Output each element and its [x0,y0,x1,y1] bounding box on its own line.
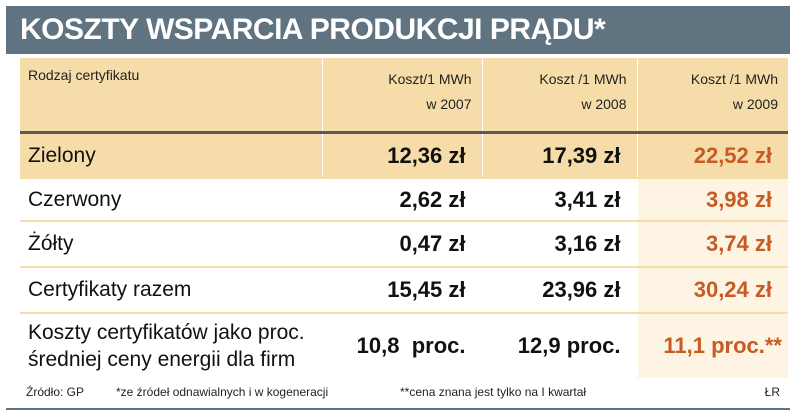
cell-2007: 10,8 proc. [321,313,482,378]
cell-2009: 11,1 proc.** [636,313,788,378]
row-label: Zielony [20,132,322,179]
cell-2008: 12,9 proc. [481,313,637,378]
header-cost-2007-line2: w 2007 [426,96,472,112]
row-label-line1: Koszty certyfikatów jako proc. [28,321,305,344]
header-cost-2007: Koszt/1 MWh w 2007 [321,58,482,134]
cell-2009: 3,74 zł [636,221,788,268]
header-cost-2008-line2: w 2008 [581,96,627,112]
cell-2009: 22,52 zł [636,132,788,179]
table-row: Zielony 12,36 zł 17,39 zł 22,52 zł [20,132,788,179]
cell-2007: 2,62 zł [321,178,482,222]
cell-2009: 3,98 zł [636,178,788,222]
header-certificate-type: Rodzaj certyfikatu [20,58,322,134]
cell-2008: 23,96 zł [481,267,637,314]
cell-2009: 30,24 zł [636,267,788,314]
table-row: Czerwony 2,62 zł 3,41 zł 3,98 zł [20,178,788,222]
source-note: Źródło: GP [26,385,85,399]
cell-2008: 3,16 zł [481,221,637,268]
author-initials: ŁR [764,385,780,399]
header-row: Rodzaj certyfikatu Koszt/1 MWh w 2007 Ko… [20,58,788,134]
table-row: Żółty 0,47 zł 3,16 zł 3,74 zł [20,221,788,268]
footnote-price-q1: **cena znana jest tylko na I kwartał [400,385,587,399]
row-label: Czerwony [20,178,322,222]
row-label: Certyfikaty razem [20,267,322,314]
header-cost-2009-line2: w 2009 [732,96,778,112]
cell-2007: 12,36 zł [321,132,482,179]
footer: Źródło: GP *ze źródeł odnawialnych i w k… [20,381,788,403]
header-cost-2008: Koszt /1 MWh w 2008 [481,58,637,134]
header-cost-2007-line1: Koszt/1 MWh [388,71,472,87]
cell-2007: 15,45 zł [321,267,482,314]
table-row: Koszty certyfikatów jako proc. średniej … [20,313,788,378]
cell-2007: 0,47 zł [321,221,482,268]
header-cost-2008-line1: Koszt /1 MWh [539,71,627,87]
header-cost-2009-line1: Koszt /1 MWh [690,71,778,87]
row-label: Koszty certyfikatów jako proc. średniej … [20,313,322,378]
table-title: KOSZTY WSPARCIA PRODUKCJI PRĄDU* [6,6,790,54]
cell-2008: 17,39 zł [481,132,637,179]
bottom-divider [6,408,790,410]
cell-2008: 3,41 zł [481,178,637,222]
header-cost-2009: Koszt /1 MWh w 2009 [636,58,788,134]
table-row: Certyfikaty razem 15,45 zł 23,96 zł 30,2… [20,267,788,314]
row-label-line2: średniej ceny energii dla firm [28,348,296,371]
costs-table: Rodzaj certyfikatu Koszt/1 MWh w 2007 Ko… [20,58,788,378]
row-label: Żółty [20,221,322,268]
footnote-renewables: *ze źródeł odnawialnych i w kogeneracji [116,385,329,399]
